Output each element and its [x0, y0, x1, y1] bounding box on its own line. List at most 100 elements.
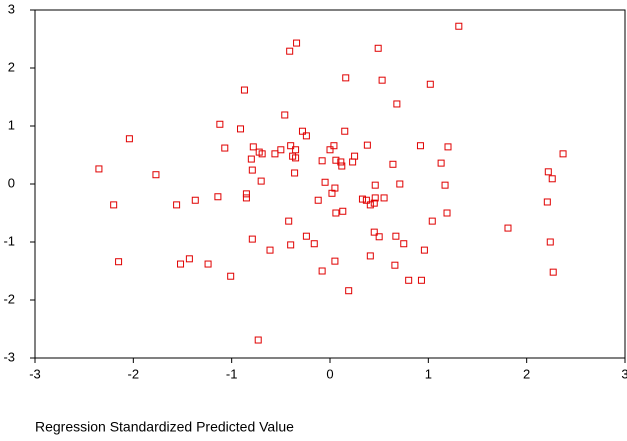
x-tick-label: -1: [226, 366, 238, 381]
point: [374, 44, 382, 52]
point: [370, 199, 378, 207]
y-tick-label: 1: [8, 117, 15, 132]
point: [396, 180, 404, 188]
point: [248, 166, 256, 174]
point: [559, 150, 567, 158]
point: [326, 146, 334, 154]
point: [115, 258, 123, 266]
point: [400, 240, 408, 248]
point: [185, 255, 193, 263]
point: [362, 196, 370, 204]
point: [392, 232, 400, 240]
point: [110, 201, 118, 209]
plot-frame: [34, 9, 626, 359]
point: [444, 143, 452, 151]
point: [428, 217, 436, 225]
point: [441, 181, 449, 189]
point: [332, 209, 340, 217]
point: [314, 196, 322, 204]
point: [302, 232, 310, 240]
point: [549, 268, 557, 276]
point: [339, 207, 347, 215]
point: [363, 141, 371, 149]
point: [371, 181, 379, 189]
point: [152, 171, 160, 179]
point: [285, 217, 293, 225]
point: [177, 260, 185, 268]
point: [214, 193, 222, 201]
point: [237, 125, 245, 133]
point: [247, 155, 255, 163]
point: [328, 189, 336, 197]
point: [310, 240, 318, 248]
point: [341, 127, 349, 135]
point: [426, 80, 434, 88]
point: [337, 158, 345, 166]
x-tick-label: 1: [425, 366, 432, 381]
point: [302, 132, 310, 140]
point: [342, 74, 350, 82]
point: [405, 276, 413, 284]
x-axis-label: Regression Standardized Predicted Value: [35, 419, 294, 435]
point: [321, 178, 329, 186]
point: [125, 135, 133, 143]
point: [544, 168, 552, 176]
point: [437, 159, 445, 167]
point: [417, 276, 425, 284]
point: [242, 190, 250, 198]
point: [455, 22, 463, 30]
point: [546, 238, 554, 246]
point: [298, 127, 306, 135]
point: [318, 267, 326, 275]
point: [504, 224, 512, 232]
point: [380, 194, 388, 202]
point: [391, 261, 399, 269]
point: [443, 209, 451, 217]
y-tick-label: 0: [8, 175, 15, 190]
point: [271, 150, 279, 158]
point: [378, 76, 386, 84]
point: [227, 272, 235, 280]
point: [95, 165, 103, 173]
point: [548, 175, 556, 183]
point: [366, 201, 374, 209]
point: [221, 144, 229, 152]
y-tick-label: -1: [3, 233, 15, 248]
point: [331, 257, 339, 265]
x-tick-label: 3: [621, 366, 627, 381]
point: [292, 154, 300, 162]
x-tick-label: 0: [326, 366, 333, 381]
point: [242, 194, 250, 202]
point: [338, 162, 346, 170]
point: [173, 201, 181, 209]
point: [191, 196, 199, 204]
point: [254, 336, 262, 344]
point: [375, 233, 383, 241]
point: [416, 142, 424, 150]
point: [277, 146, 285, 154]
y-tick-label: -2: [3, 291, 15, 306]
point: [393, 100, 401, 108]
point: [287, 241, 295, 249]
point: [389, 160, 397, 168]
point: [281, 111, 289, 119]
point: [286, 47, 294, 55]
point: [371, 194, 379, 202]
point: [291, 169, 299, 177]
point: [370, 228, 378, 236]
point: [349, 158, 357, 166]
point: [216, 120, 224, 128]
point: [204, 260, 212, 268]
point: [332, 156, 340, 164]
point: [330, 142, 338, 150]
x-tick-label: 2: [523, 366, 530, 381]
point: [257, 177, 265, 185]
y-tick-label: 2: [8, 59, 15, 74]
point: [420, 246, 428, 254]
point: [240, 86, 248, 94]
point: [248, 235, 256, 243]
y-tick-label: -3: [3, 349, 15, 364]
point: [543, 198, 551, 206]
point: [366, 252, 374, 260]
point: [266, 246, 274, 254]
